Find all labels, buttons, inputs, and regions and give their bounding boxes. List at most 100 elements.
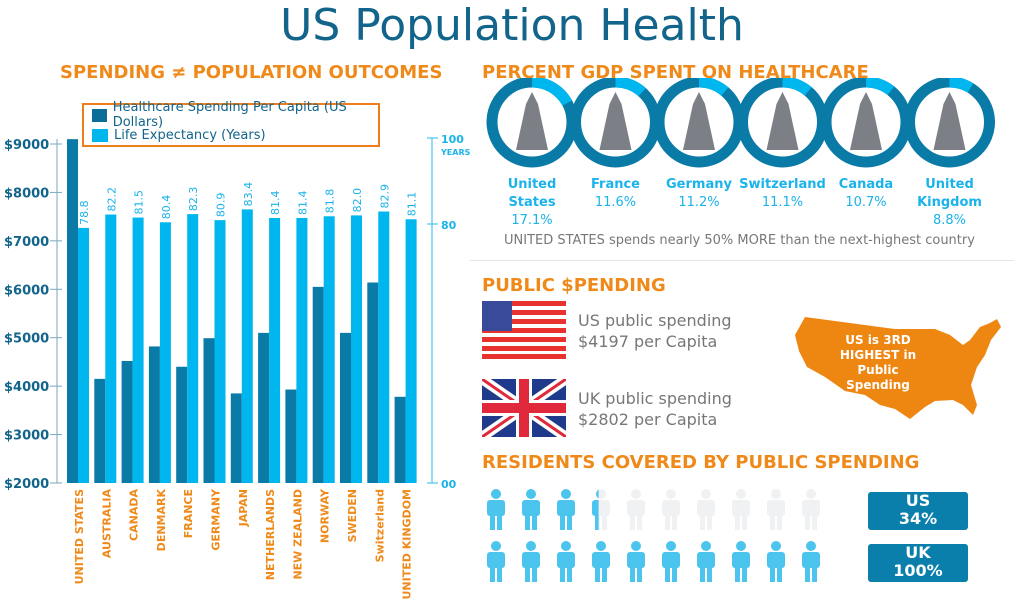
category-label: Switzerland — [373, 489, 386, 562]
person-body — [767, 500, 785, 516]
person-shape — [767, 489, 785, 530]
person-body — [662, 552, 680, 568]
person-leg — [602, 567, 607, 582]
life-expectancy-bar — [214, 220, 226, 483]
person-leg — [567, 515, 572, 530]
left-tick-label: $8000 — [4, 186, 49, 201]
legend-item-life: Life Expectancy (Years) — [84, 125, 378, 145]
person-icon — [487, 489, 505, 530]
person-body — [592, 500, 599, 516]
person-body — [557, 552, 575, 568]
person-head — [771, 541, 781, 551]
spending-bar — [67, 139, 78, 483]
person-leg — [812, 567, 817, 582]
spending-bar — [340, 332, 351, 483]
uk-public-label: UK public spending — [578, 389, 732, 408]
gdp-ring-fill — [486, 78, 578, 168]
person-body — [802, 552, 820, 568]
gdp-rings — [486, 78, 995, 168]
us-map-icon — [795, 317, 1001, 419]
person-body — [627, 552, 645, 568]
person-shape — [802, 489, 820, 530]
person-leg — [490, 515, 495, 530]
person-leg — [742, 567, 747, 582]
uk-coverage-badge: UK 100% — [868, 544, 968, 582]
map-caption-line: Spending — [846, 378, 910, 392]
category-label: SWEDEN — [346, 489, 359, 542]
life-expectancy-label: 80.4 — [160, 195, 173, 220]
life-expectancy-label: 81.8 — [324, 189, 337, 214]
person-leg — [525, 515, 530, 530]
residents-heading: RESIDENTS COVERED BY PUBLIC SPENDING — [482, 452, 920, 473]
person-leg — [630, 515, 635, 530]
category-label: CANADA — [128, 489, 141, 541]
life-expectancy-bar — [378, 211, 390, 483]
gdp-percent: 8.8% — [932, 213, 967, 228]
person-icon — [592, 541, 610, 582]
person-body — [732, 552, 750, 568]
person-icon — [662, 541, 680, 582]
gdp-ring-fill — [737, 78, 828, 168]
person-shape — [592, 541, 610, 582]
person-icon — [802, 541, 820, 582]
divider — [470, 260, 1014, 261]
person-leg — [742, 515, 747, 530]
life-expectancy-bar — [241, 209, 253, 483]
person-leg — [805, 515, 810, 530]
category-label: DENMARK — [155, 489, 168, 552]
person-icon — [522, 489, 540, 530]
person-leg — [602, 515, 607, 530]
gdp-percent: 10.7% — [845, 195, 887, 210]
person-body — [627, 500, 645, 516]
right-tick-label: 80 — [441, 219, 457, 232]
person-leg — [560, 515, 565, 530]
person-shape — [802, 541, 820, 582]
maple-leaf-icon — [850, 92, 882, 150]
person-body — [522, 552, 540, 568]
life-expectancy-label: 78.8 — [78, 200, 91, 225]
person-leg — [567, 567, 572, 582]
person-icon — [487, 541, 505, 582]
person-leg — [707, 567, 712, 582]
legend-item-spending: Healthcare Spending Per Capita (US Dolla… — [84, 100, 378, 130]
life-expectancy-bar — [296, 217, 308, 483]
life-expectancy-bar — [269, 217, 281, 483]
person-icon — [522, 541, 540, 582]
badge-label: UK — [905, 543, 931, 562]
life-expectancy-label: 82.3 — [187, 187, 200, 212]
person-body — [557, 500, 575, 516]
person-head — [526, 541, 536, 551]
gdp-country-label: Switzerland 11.1% — [733, 176, 833, 212]
person-icon — [732, 541, 750, 582]
person-head — [631, 541, 641, 551]
gdp-percent: 11.6% — [594, 195, 637, 210]
person-icon — [627, 489, 645, 530]
person-icon — [697, 489, 715, 530]
life-expectancy-label: 81.4 — [269, 190, 282, 215]
person-leg — [497, 515, 502, 530]
person-leg — [672, 515, 677, 530]
person-head — [701, 541, 711, 551]
page-title: US Population Health — [280, 0, 744, 51]
person-leg — [630, 567, 635, 582]
person-leg — [665, 567, 670, 582]
category-label: NEW ZEALAND — [291, 489, 304, 580]
person-icon — [557, 541, 575, 582]
person-head — [806, 541, 816, 551]
person-icon — [767, 541, 785, 582]
person-leg — [672, 567, 677, 582]
person-leg — [777, 567, 782, 582]
person-leg — [637, 567, 642, 582]
person-shape — [627, 489, 645, 530]
gdp-ring-fill — [653, 78, 745, 168]
person-leg — [595, 515, 599, 530]
person-leg — [770, 567, 775, 582]
person-icon — [662, 489, 680, 530]
gdp-country-label: Germany 11.2% — [649, 176, 749, 212]
person-icon — [802, 489, 820, 530]
person-leg — [735, 515, 740, 530]
person-icon — [592, 489, 610, 530]
spending-bar — [230, 393, 242, 483]
us-public-value: $4197 per Capita — [578, 332, 718, 351]
person-shape — [557, 489, 575, 530]
